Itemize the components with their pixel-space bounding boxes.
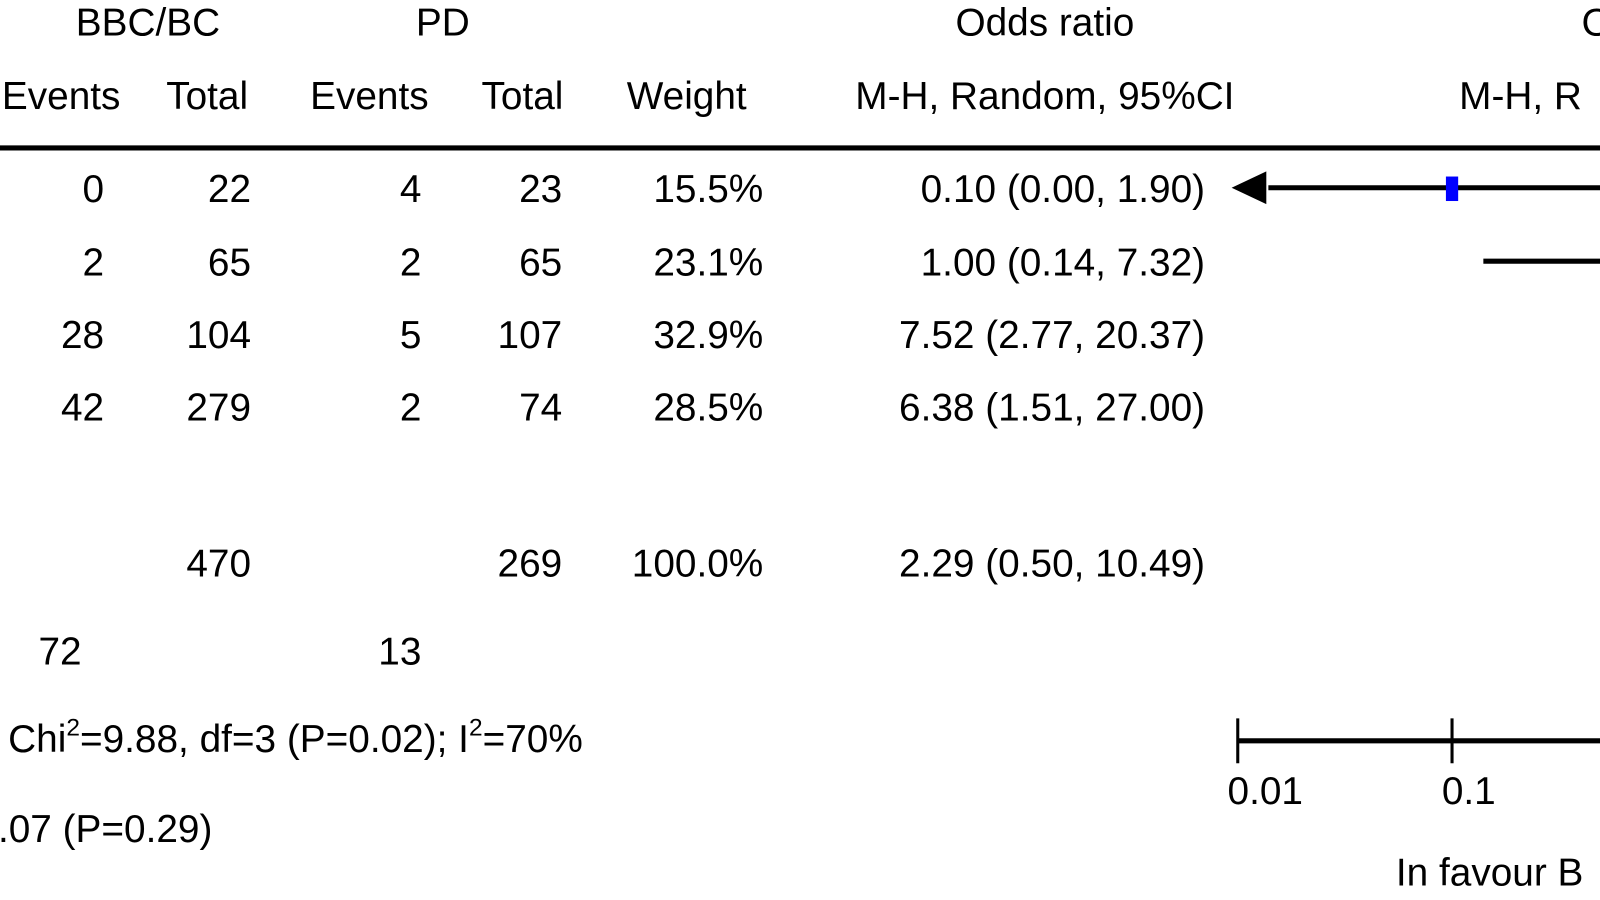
table-cell: 2 — [400, 242, 422, 285]
group-header: PD — [416, 2, 470, 45]
table-cell: 1.00 (0.14, 7.32) — [921, 242, 1205, 285]
total-cell: 2.29 (0.50, 10.49) — [899, 543, 1205, 586]
point-estimate — [1446, 177, 1458, 201]
ci-arrow — [1232, 171, 1267, 204]
table-cell: 279 — [186, 386, 251, 429]
text: Chi — [8, 718, 66, 761]
table-cell: 23.1% — [653, 242, 763, 285]
x-tick-label: 0.1 — [1442, 770, 1496, 813]
superscript: 2 — [469, 715, 483, 742]
table-cell: 65 — [519, 242, 562, 285]
column-header: M-H, R — [1459, 75, 1582, 118]
table-cell: 107 — [498, 314, 563, 357]
table-cell: 2 — [400, 386, 422, 429]
table-cell: 6.38 (1.51, 27.00) — [899, 386, 1205, 429]
table-cell: 32.9% — [653, 314, 763, 357]
table-cell: 28 — [61, 314, 104, 357]
events-total: 13 — [378, 630, 421, 673]
column-header: M-H, Random, 95%CI — [855, 75, 1234, 118]
text: =70% — [483, 718, 583, 761]
x-axis-label: In favour B — [1396, 852, 1583, 895]
total-cell: 470 — [186, 543, 251, 586]
table-cell: 15.5% — [653, 168, 763, 211]
heterogeneity: Chi2=9.88, df=3 (P=0.02); I2=70% — [8, 715, 583, 761]
table-cell: 74 — [519, 386, 562, 429]
table-cell: 28.5% — [653, 386, 763, 429]
group-header: Odds ratio — [955, 2, 1134, 45]
column-header: Total — [482, 75, 564, 118]
table-cell: 2 — [83, 242, 105, 285]
column-header: Total — [166, 75, 248, 118]
x-tick-label: 0.01 — [1228, 770, 1303, 813]
column-header: Events — [2, 75, 121, 118]
events-total: 72 — [39, 630, 82, 673]
table-cell: 7.52 (2.77, 20.37) — [899, 314, 1205, 357]
table-cell: 0.10 (0.00, 1.90) — [921, 168, 1205, 211]
total-cell: 100.0% — [632, 543, 763, 586]
table-cell: 23 — [519, 168, 562, 211]
table-cell: 65 — [208, 242, 251, 285]
table-cell: 4 — [400, 168, 422, 211]
overall-effect: .07 (P=0.29) — [0, 808, 212, 851]
column-header: Events — [310, 75, 429, 118]
column-header: Weight — [627, 75, 747, 118]
table-cell: 22 — [208, 168, 251, 211]
superscript: 2 — [66, 715, 80, 742]
table-cell: 42 — [61, 386, 104, 429]
table-cell: 104 — [186, 314, 251, 357]
table-cell: 5 — [400, 314, 422, 357]
group-header: BBC/BC — [76, 2, 220, 45]
text: =9.88, df=3 (P=0.02); I — [80, 718, 469, 761]
table-cell: 0 — [83, 168, 105, 211]
total-cell: 269 — [498, 543, 563, 586]
group-header: O — [1582, 2, 1600, 45]
